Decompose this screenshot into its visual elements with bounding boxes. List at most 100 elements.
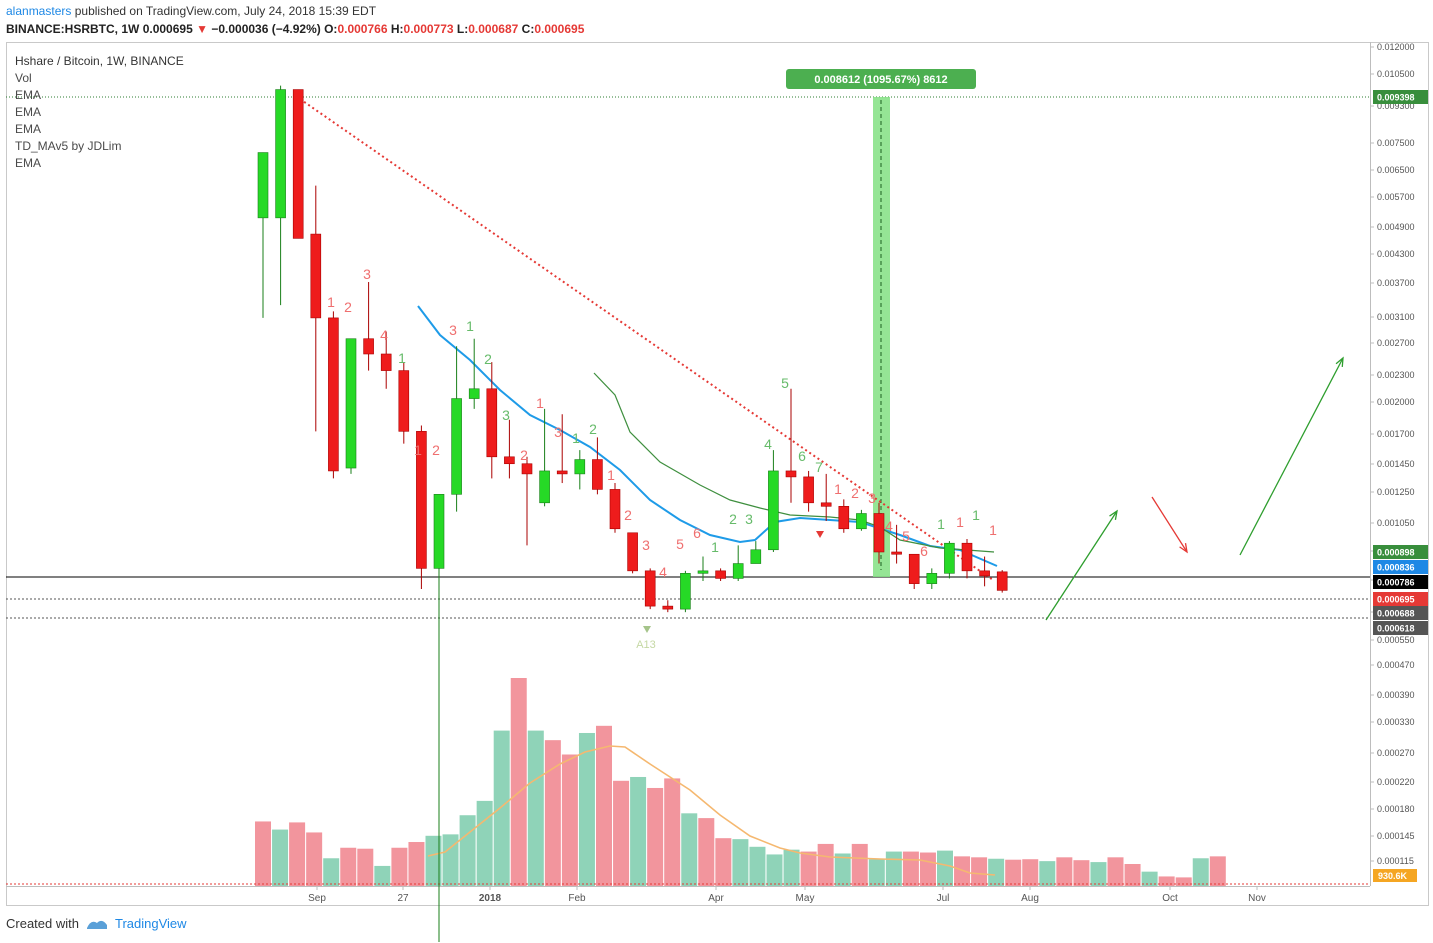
legend-item[interactable]: EMA [15, 156, 42, 170]
volume-bar [868, 859, 885, 886]
volume-bar [340, 847, 357, 886]
volume-bar [408, 842, 425, 886]
volume-bar [783, 849, 800, 886]
td-count: 6 [798, 448, 806, 464]
candle [257, 152, 269, 219]
volume-bar [715, 838, 732, 886]
candle [996, 571, 1008, 591]
candle [292, 89, 304, 239]
volume-bar [1175, 877, 1192, 886]
high-value: 0.000773 [403, 22, 454, 36]
x-tick-label: 27 [397, 893, 409, 904]
td-count: 3 [554, 424, 562, 440]
volume-bar [1209, 856, 1226, 886]
td-count: 2 [851, 485, 859, 501]
measure-box [873, 97, 890, 577]
candle [416, 431, 427, 569]
volume-bar [289, 822, 306, 886]
price-tag [1373, 606, 1428, 620]
td-count: 2 [344, 299, 352, 315]
td-count: 2 [624, 507, 632, 523]
y-tick-label: 0.002300 [1377, 370, 1415, 380]
legend-item[interactable]: Vol [15, 71, 32, 85]
x-tick-label: Sep [308, 893, 326, 904]
author-link[interactable]: alanmasters [6, 4, 72, 18]
y-tick-label: 0.000145 [1377, 831, 1415, 841]
legend-item[interactable]: EMA [15, 88, 42, 102]
legend-item[interactable]: TD_MAv5 by JDLim [15, 139, 122, 153]
td-count: 6 [920, 543, 928, 559]
candle [785, 470, 797, 478]
volume-tag [1373, 869, 1417, 882]
ema-line-blue [417, 305, 998, 567]
volume-bar [459, 815, 476, 886]
td-count: 3 [868, 490, 876, 506]
candle [961, 542, 973, 572]
close-label: C: [521, 22, 535, 36]
volume-bar [391, 847, 408, 886]
td-count: 3 [745, 511, 753, 527]
legend-item[interactable]: EMA [15, 122, 42, 136]
td-count: 1 [414, 442, 422, 458]
y-tick-label: 0.000115 [1377, 856, 1414, 866]
candle [979, 570, 990, 577]
candle [433, 494, 445, 569]
volume-bar [919, 852, 936, 886]
volume-bar [323, 858, 340, 886]
last-price: 0.000695 [142, 22, 193, 36]
price-tag-label: 0.009398 [1377, 93, 1415, 103]
price-tag-label: 0.000836 [1377, 563, 1415, 573]
candle [715, 570, 726, 579]
volume-bar [1005, 859, 1022, 886]
volume-bar [885, 851, 902, 886]
legend-item[interactable]: EMA [15, 105, 42, 119]
td-count: 5 [902, 528, 910, 544]
volume-bar [1090, 862, 1107, 886]
volume-bar [630, 776, 647, 886]
candle [873, 513, 885, 553]
y-tick-label: 0.001250 [1377, 487, 1415, 497]
x-tick-label: Aug [1021, 893, 1039, 904]
volume-bar [596, 725, 612, 886]
open-value: 0.000766 [337, 22, 388, 36]
candle [856, 513, 867, 530]
y-tick-label: 0.000470 [1377, 660, 1415, 670]
candle [662, 605, 674, 610]
td-count: 2 [729, 511, 737, 527]
projection-arrow-up [1239, 357, 1344, 556]
symbol: BINANCE:HSRBTC, 1W [6, 22, 140, 36]
footer: Created with TradingView [6, 916, 187, 931]
td-setup-mark: A13 [636, 639, 656, 651]
volume-bar [681, 813, 698, 886]
volume-bar [937, 850, 953, 886]
td-count: 4 [659, 564, 667, 580]
y-tick-label: 0.002700 [1377, 338, 1415, 348]
volume-bar [698, 818, 715, 886]
candle [644, 570, 656, 607]
price-tag [1373, 560, 1428, 574]
candle [838, 506, 850, 530]
candle [345, 338, 357, 469]
tradingview-link[interactable]: TradingView [114, 916, 187, 931]
y-tick-label: 0.004300 [1377, 249, 1415, 259]
indicator-legend: Hshare / Bitcoin, 1W, BINANCE Vol EMA EM… [15, 53, 184, 172]
publish-info: alanmasters published on TradingView.com… [6, 4, 376, 18]
td-count: 1 [398, 350, 406, 366]
td-count: 3 [449, 322, 457, 338]
volume-ema-line [427, 745, 996, 876]
price-tag [1373, 621, 1428, 635]
volume-bar [357, 848, 374, 886]
y-tick-label: 0.004900 [1377, 222, 1415, 232]
price-tag [1373, 90, 1428, 104]
y-tick-label: 0.006500 [1377, 165, 1415, 175]
candle [574, 459, 586, 475]
volume-bar [442, 834, 459, 886]
y-tick-label: 0.000270 [1377, 748, 1415, 758]
td-count: 2 [520, 447, 528, 463]
x-tick-label: Oct [1162, 893, 1178, 904]
x-tick-label: Apr [708, 893, 724, 904]
td-count: 2 [484, 351, 492, 367]
volume-bar [988, 858, 1005, 886]
candle [592, 459, 603, 490]
